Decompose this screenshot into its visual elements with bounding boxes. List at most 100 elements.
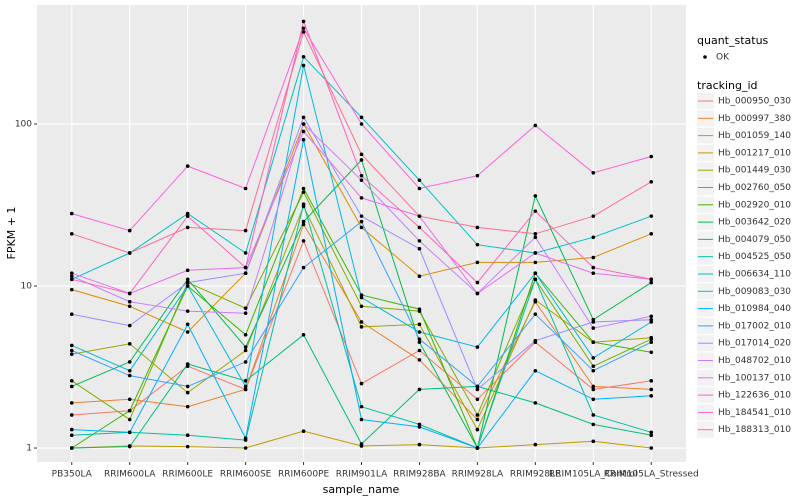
data-point: [185, 330, 190, 334]
data-point: [533, 194, 538, 198]
x-tick-label: RRIM928LE: [510, 470, 561, 480]
data-point: [359, 325, 364, 329]
data-point: [243, 384, 248, 389]
legend-title: tracking_id: [697, 79, 758, 92]
data-point: [649, 317, 654, 322]
data-point: [301, 219, 306, 224]
data-point: [591, 340, 596, 345]
data-point: [649, 340, 654, 345]
data-point: [591, 439, 596, 444]
data-point: [243, 228, 248, 233]
data-point: [359, 442, 364, 446]
data-point: [185, 362, 190, 366]
legend-label: Hb_004525_050: [718, 252, 791, 262]
data-point: [649, 433, 654, 438]
data-point: [127, 417, 132, 422]
data-point: [475, 417, 480, 422]
data-point: [359, 404, 364, 409]
data-point: [185, 164, 190, 168]
data-point: [301, 202, 306, 207]
data-point: [301, 429, 306, 434]
legend-label: Hb_003642_020: [718, 218, 791, 228]
data-point: [417, 239, 422, 243]
data-point: [69, 427, 74, 432]
data-point: [185, 384, 190, 389]
data-point: [417, 358, 422, 362]
data-point: [69, 348, 74, 353]
data-point: [591, 214, 596, 218]
data-point: [243, 251, 248, 255]
legend-label: Hb_001059_140: [718, 131, 791, 141]
legend-label: Hb_000950_030: [718, 97, 791, 107]
data-point: [417, 246, 422, 251]
data-point: [359, 173, 364, 178]
data-point: [359, 320, 364, 324]
data-point: [417, 274, 422, 279]
y-axis-title: FPKM + 1: [5, 207, 18, 260]
data-point: [417, 387, 422, 392]
x-tick-label: RRIM600LA: [104, 470, 156, 480]
data-point: [127, 373, 132, 378]
data-point: [417, 225, 422, 230]
data-point: [533, 312, 538, 317]
legend-label: Hb_001449_030: [718, 166, 791, 176]
data-point: [301, 63, 306, 68]
data-point: [243, 271, 248, 276]
data-point: [591, 422, 596, 427]
data-point: [69, 287, 74, 292]
data-point: [127, 228, 132, 233]
data-point: [475, 225, 480, 230]
data-point: [649, 277, 654, 282]
legend-label: Hb_048702_010: [718, 356, 791, 366]
data-point: [475, 446, 480, 450]
legend-label: Hb_004079_050: [718, 235, 791, 245]
data-point: [127, 408, 132, 413]
data-point: [591, 397, 596, 402]
data-point: [185, 433, 190, 438]
data-point: [591, 320, 596, 324]
data-point: [475, 413, 480, 417]
data-point: [649, 387, 654, 392]
data-point: [533, 251, 538, 255]
data-point: [301, 222, 306, 227]
data-point: [591, 413, 596, 417]
data-point: [591, 255, 596, 260]
data-point: [417, 425, 422, 429]
data-point: [243, 345, 248, 349]
data-point: [591, 356, 596, 360]
data-point: [359, 115, 364, 120]
data-point: [359, 178, 364, 183]
data-point: [359, 304, 364, 309]
legend-label: Hb_184541_010: [718, 408, 791, 418]
data-point: [649, 232, 654, 236]
data-point: [69, 352, 74, 356]
data-point: [533, 338, 538, 343]
x-tick-label: RRIM928BA: [393, 470, 446, 480]
data-point: [649, 446, 654, 450]
data-point: [649, 350, 654, 355]
data-point: [185, 284, 190, 288]
data-point: [475, 387, 480, 392]
data-point: [475, 345, 480, 349]
data-point: [359, 219, 364, 224]
data-point: [649, 314, 654, 319]
data-point: [417, 307, 422, 311]
data-point: [127, 299, 132, 304]
data-point: [359, 381, 364, 386]
data-point: [475, 384, 480, 389]
data-point: [127, 341, 132, 346]
data-point: [649, 280, 654, 285]
legend-label: Hb_002760_050: [718, 183, 791, 193]
data-point: [533, 235, 538, 240]
data-point: [127, 360, 132, 364]
data-point: [185, 211, 190, 216]
data-point: [359, 295, 364, 300]
legend-title: quant_status: [697, 34, 769, 47]
x-tick-label: RRIM901LA: [336, 470, 388, 480]
data-point: [533, 442, 538, 447]
data-point: [127, 251, 132, 255]
data-point: [533, 277, 538, 282]
data-point: [301, 55, 306, 59]
legend-label: Hb_001217_010: [718, 148, 791, 158]
data-point: [475, 242, 480, 247]
